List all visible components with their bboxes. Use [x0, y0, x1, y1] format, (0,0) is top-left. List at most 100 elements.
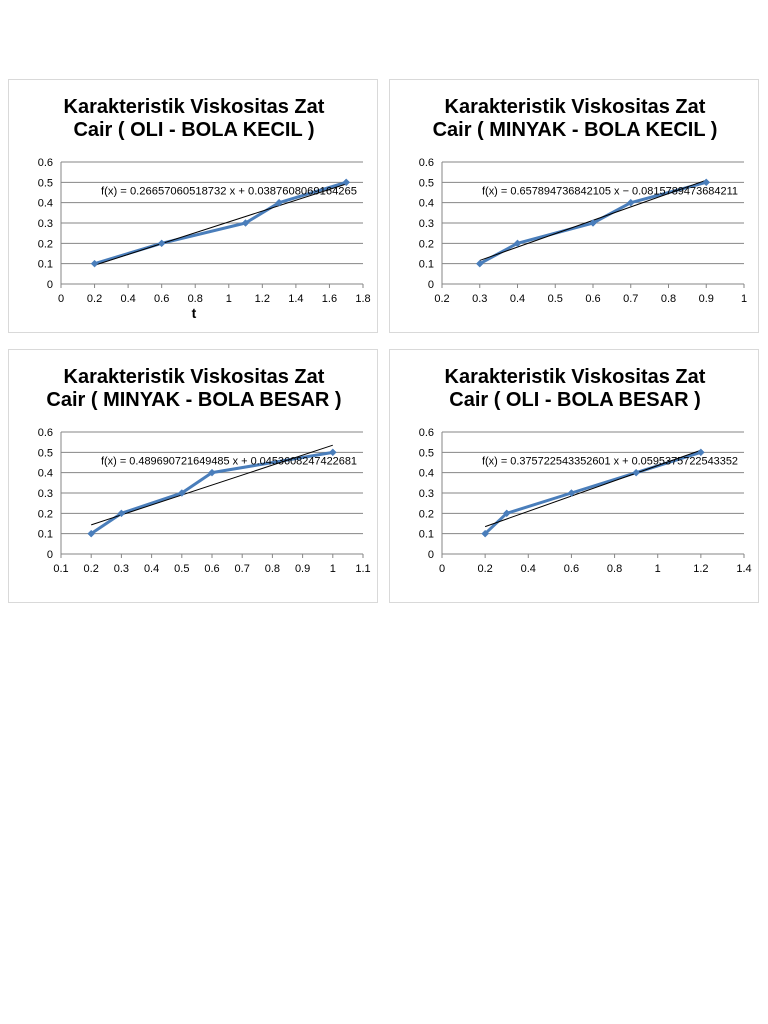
x-tick-label: 1.2: [255, 293, 270, 305]
x-tick-label: 1.1: [355, 563, 370, 575]
y-tick-label: 0.2: [419, 508, 434, 520]
x-tick-label: 1.8: [355, 293, 370, 305]
x-tick-label: 1.4: [736, 563, 751, 575]
y-tick-label: 0: [428, 549, 434, 561]
y-tick-label: 0.1: [419, 259, 434, 271]
x-tick-label: 0.2: [84, 563, 99, 575]
chart-title-line: Karakteristik Viskositas Zat: [64, 96, 325, 118]
x-tick-label: 0.6: [585, 293, 600, 305]
y-tick-label: 0.2: [38, 508, 53, 520]
x-tick-label: 0.8: [607, 563, 622, 575]
data-point: [502, 509, 511, 518]
y-tick-label: 0.5: [419, 177, 434, 189]
data-point: [589, 219, 597, 227]
y-tick-label: 0: [428, 279, 434, 291]
x-tick-label: 0.5: [548, 293, 563, 305]
chart-minyak-bola-besar: Karakteristik Viskositas Zat Cair ( MINYA…: [8, 349, 378, 603]
y-tick-label: 0.6: [419, 427, 434, 439]
x-tick-label: 0.6: [564, 563, 579, 575]
x-tick-label: 0.2: [477, 563, 492, 575]
x-tick-label: 0.6: [154, 293, 169, 305]
chart-oli-bola-kecil: Karakteristik Viskositas Zat Cair ( OLI -…: [8, 79, 378, 333]
trendline-equation: f(x) = 0.26657060518732 x + 0.0387608069…: [101, 186, 357, 198]
data-point: [157, 239, 166, 248]
x-tick-label: 0.4: [510, 293, 525, 305]
trendline-equation: f(x) = 0.489690721649485 x + 0.045360824…: [101, 456, 357, 468]
x-tick-label: 1.4: [288, 293, 303, 305]
x-tick-label: 1.2: [693, 563, 708, 575]
y-tick-label: 0.6: [38, 157, 53, 169]
x-tick-label: 0.8: [265, 563, 280, 575]
chart-oli-bola-besar: Karakteristik Viskositas Zat Cair ( OLI -…: [389, 349, 759, 603]
chart-title-line: Cair ( MINYAK - BOLA KECIL ): [433, 119, 718, 141]
chart-title-line: Cair ( MINYAK - BOLA BESAR ): [46, 389, 341, 411]
data-point: [697, 448, 705, 457]
y-tick-label: 0.6: [419, 157, 434, 169]
trendline-equation: f(x) = 0.375722543352601 x + 0.059537572…: [482, 456, 738, 468]
x-tick-label: 0: [439, 563, 445, 575]
y-tick-label: 0.3: [38, 218, 53, 230]
x-tick-label: 0.9: [295, 563, 310, 575]
x-tick-label: 1: [655, 563, 661, 575]
x-tick-label: 1.6: [322, 293, 337, 305]
y-tick-label: 0.4: [419, 198, 434, 210]
y-tick-label: 0.3: [419, 488, 434, 500]
data-point: [481, 529, 489, 538]
x-tick-label: 0.2: [87, 293, 102, 305]
x-tick-label: 0.1: [53, 563, 68, 575]
y-tick-label: 0.1: [38, 529, 53, 541]
data-point: [177, 489, 186, 497]
chart-title-line: Cair ( OLI - BOLA KECIL ): [73, 119, 314, 141]
trendline: [91, 444, 333, 526]
y-tick-label: 0.5: [38, 447, 53, 459]
x-tick-label: 0.5: [174, 563, 189, 575]
data-point: [513, 239, 522, 248]
chart-title-line: Karakteristik Viskositas Zat: [445, 366, 706, 388]
y-tick-label: 0.3: [38, 488, 53, 500]
chart-title-line: Karakteristik Viskositas Zat: [445, 96, 706, 118]
data-point: [328, 448, 337, 457]
data-point: [702, 178, 711, 187]
trendline: [94, 183, 347, 266]
x-axis-title: t: [192, 305, 197, 321]
x-tick-label: 1: [226, 293, 232, 305]
x-tick-label: 0.7: [235, 563, 250, 575]
x-tick-label: 0.6: [204, 563, 219, 575]
x-tick-label: 0.9: [699, 293, 714, 305]
data-point: [632, 468, 640, 477]
chart-title-line: Karakteristik Viskositas Zat: [64, 366, 325, 388]
y-tick-label: 0.5: [419, 447, 434, 459]
data-point: [342, 178, 351, 187]
x-tick-label: 0.8: [661, 293, 676, 305]
data-point: [90, 259, 99, 268]
y-tick-label: 0.3: [419, 218, 434, 230]
x-tick-label: 1: [741, 293, 747, 305]
y-tick-label: 0.1: [38, 259, 53, 271]
data-point: [117, 509, 126, 518]
data-point: [208, 468, 216, 477]
data-point: [475, 259, 484, 268]
x-tick-label: 0: [58, 293, 64, 305]
x-tick-label: 0.4: [120, 293, 135, 305]
x-tick-label: 0.4: [521, 563, 536, 575]
data-point: [275, 198, 283, 207]
y-tick-label: 0.1: [419, 529, 434, 541]
trendline-equation: f(x) = 0.657894736842105 x − 0.081578947…: [482, 186, 738, 198]
y-tick-label: 0.4: [419, 468, 434, 480]
x-tick-label: 0.8: [188, 293, 203, 305]
y-tick-label: 0.5: [38, 177, 53, 189]
trendline: [484, 449, 702, 528]
y-tick-label: 0.2: [419, 238, 434, 250]
data-point: [241, 219, 250, 227]
x-tick-label: 0.4: [144, 563, 159, 575]
x-tick-label: 0.2: [434, 293, 449, 305]
data-point: [87, 529, 96, 538]
chart-minyak-bola-kecil: Karakteristik Viskositas Zat Cair ( MINYA…: [389, 79, 759, 333]
y-tick-label: 0.4: [38, 468, 53, 480]
data-point: [567, 489, 576, 497]
x-tick-label: 1: [330, 563, 336, 575]
y-tick-label: 0: [47, 279, 53, 291]
